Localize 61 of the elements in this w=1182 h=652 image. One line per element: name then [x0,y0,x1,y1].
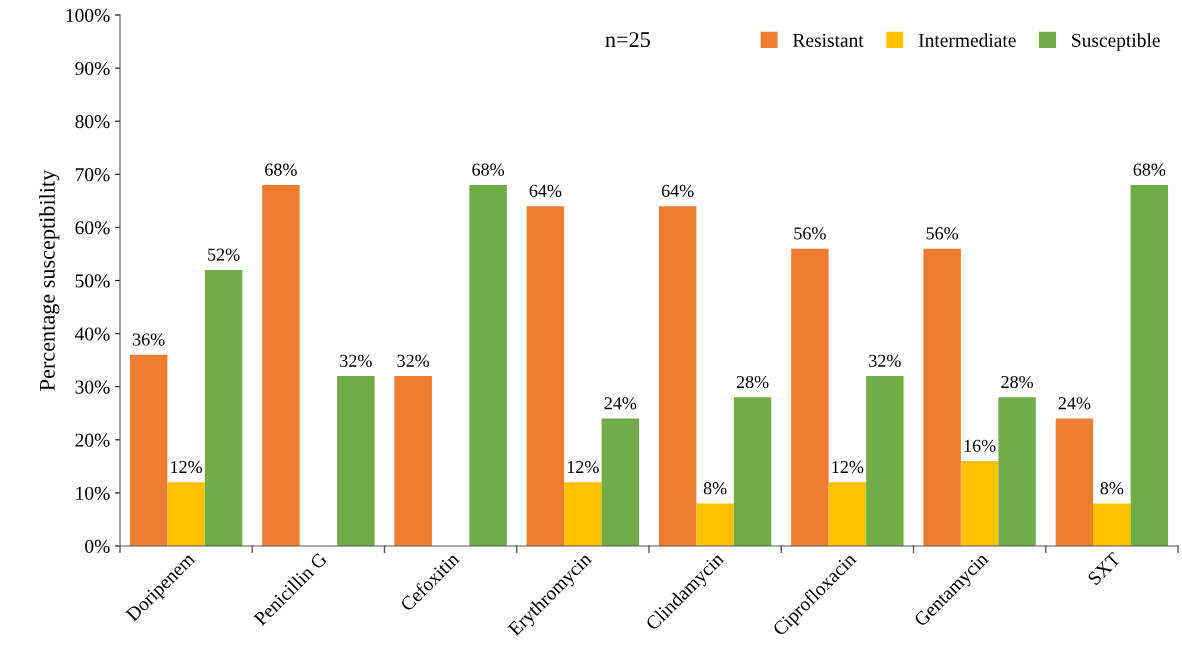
legend-label: Resistant [792,33,864,47]
y-tick-label: 60% [75,221,110,235]
data-label: 56% [794,227,826,240]
bar [564,482,602,546]
y-tick-label: 100% [66,8,110,22]
bar [866,376,904,546]
y-tick-label: 10% [76,486,110,500]
bar [923,248,961,546]
y-tick-label: 90% [75,61,110,76]
y-axis-title: Percentage susceptibility [39,169,60,391]
bar [469,184,507,546]
data-label: 24% [1058,397,1091,410]
bar [167,482,205,546]
data-label: 28% [736,375,769,389]
y-tick-label: 0% [85,539,110,553]
y-tick-label: 30% [75,380,110,394]
y-tick-label: 40% [75,327,110,341]
bar [960,461,999,546]
data-label: 64% [529,184,562,197]
bar [998,397,1036,546]
data-label: 56% [926,227,959,240]
bar [337,376,375,546]
bar [526,206,565,546]
data-label: 68% [265,163,297,176]
data-label: 8% [1100,482,1124,495]
annotation: n=25 [605,32,650,48]
data-label: 12% [171,460,203,474]
data-label: 16% [964,439,996,452]
y-tick-label: 20% [75,433,110,447]
bar [262,184,300,546]
legend-label: Susceptible [1072,33,1160,51]
data-label: 32% [869,354,901,367]
bar [394,376,432,546]
bar [1093,503,1131,546]
data-label: 32% [397,354,430,367]
data-label: 28% [1001,375,1034,389]
bar [601,418,640,546]
data-label: 36% [132,333,165,346]
bar [696,503,734,546]
bar [733,397,772,546]
bar [1055,418,1094,546]
data-label: 68% [472,163,505,176]
x-tick-label: SXT [1087,551,1122,586]
legend-label: Intermediate [918,33,1016,47]
y-tick-label: 70% [75,168,110,182]
data-label: 12% [567,460,599,474]
data-label: 64% [661,184,694,197]
data-label: 32% [340,354,372,367]
data-label: 68% [1133,163,1166,176]
bar [791,248,829,546]
y-tick-label: 50% [75,274,110,288]
bar [828,482,867,546]
bar [658,206,697,546]
y-tick-label: 80% [75,115,110,129]
data-label: 52% [208,248,240,261]
data-label: 12% [832,460,864,474]
bar [129,354,168,546]
data-label: 24% [604,397,637,410]
bar [204,269,243,546]
bar [1130,184,1169,546]
data-label: 8% [703,482,727,495]
